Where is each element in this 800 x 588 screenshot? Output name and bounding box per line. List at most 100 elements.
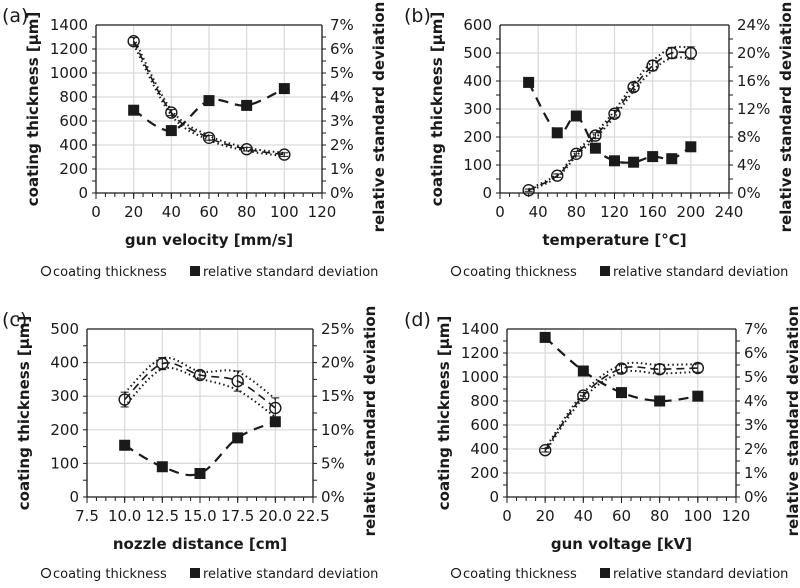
- y-tick-label: 400: [59, 136, 88, 154]
- y2-tick-label: 15%: [321, 387, 354, 405]
- panel-label: (a): [2, 5, 28, 27]
- legend-label-thickness: coating thickness: [53, 567, 167, 582]
- rsd-point: [609, 155, 620, 167]
- thickness-point: [193, 368, 207, 382]
- legend-circle-icon: [40, 567, 52, 579]
- y2-axis-label: relative standard deviation: [370, 2, 388, 233]
- y2-tick-label: 12%: [737, 100, 770, 118]
- y-tick-label: 1200: [50, 40, 88, 58]
- thickness-lower-band: [132, 43, 285, 158]
- y-tick-label: 500: [463, 44, 492, 62]
- y-tick-label: 0: [482, 184, 492, 202]
- thickness-point: [231, 374, 244, 388]
- rsd-point: [523, 76, 535, 88]
- y2-tick-label: 24%: [737, 16, 770, 34]
- legend-label-rsd: relative standard deviation: [203, 567, 378, 582]
- rsd-point: [232, 432, 244, 444]
- y-tick-label: 1000: [50, 64, 88, 82]
- y-tick-label: 400: [50, 354, 79, 372]
- legend-square-icon: [190, 568, 200, 578]
- y2-tick-label: 20%: [737, 44, 770, 62]
- rsd-point: [551, 127, 563, 139]
- thickness-point: [538, 444, 552, 457]
- x-tick-label: 0: [91, 203, 101, 221]
- x-tick-label: 60: [612, 507, 631, 525]
- y-tick-label: 1400: [461, 320, 499, 338]
- thickness-point: [589, 129, 602, 142]
- x-tick-label: 100: [684, 507, 713, 525]
- y2-tick-label: 20%: [321, 354, 354, 372]
- y-tick-label: 200: [50, 421, 79, 439]
- x-tick-label: 20: [124, 203, 143, 221]
- legend-label-rsd: relative standard deviation: [613, 265, 788, 280]
- y2-tick-label: 10%: [321, 421, 354, 439]
- y-tick-label: 300: [463, 100, 492, 118]
- y2-tick-label: 2%: [744, 440, 768, 458]
- thickness-point: [608, 107, 621, 120]
- legend-square-icon: [190, 266, 200, 276]
- thickness-point: [691, 361, 705, 375]
- y-tick-label: 0: [489, 488, 499, 506]
- legend-circle-icon: [450, 265, 462, 277]
- chart-panel-c: (c) 7.5 10.0 12.5 15.0 17.5 20.0 22.5 0 100 200 300…: [2, 306, 379, 582]
- y2-tick-label: 5%: [744, 368, 768, 386]
- y2-tick-label: 0%: [744, 488, 768, 506]
- y-tick-label: 800: [59, 88, 88, 106]
- y-tick-label: 300: [50, 387, 79, 405]
- rsd-point: [692, 390, 704, 402]
- x-tick-label: 240: [715, 203, 744, 221]
- x-tick-label: 120: [600, 203, 629, 221]
- x-tick-label: 0: [502, 507, 512, 525]
- y2-tick-label: 0%: [330, 184, 354, 202]
- legend: coating thickness relative standard devia…: [450, 265, 788, 280]
- thickness-point: [646, 59, 659, 72]
- y-tick-label: 1200: [461, 344, 499, 362]
- panel-label: (d): [404, 309, 431, 331]
- x-tick-label: 15.0: [183, 507, 216, 525]
- y-axis-label: coating thickness [µm]: [435, 316, 453, 510]
- x-axis-label: gun voltage [kV]: [551, 535, 692, 553]
- x-tick-label: 40: [574, 507, 593, 525]
- y2-tick-label: 4%: [744, 392, 768, 410]
- legend: coating thickness relative standard devia…: [450, 567, 788, 582]
- rsd-point: [628, 156, 640, 168]
- y-tick-label: 1400: [50, 16, 88, 34]
- legend-label-thickness: coating thickness: [463, 265, 577, 280]
- x-tick-label: 7.5: [75, 507, 99, 525]
- x-tick-label: 20: [536, 507, 555, 525]
- rsd-point: [654, 395, 666, 407]
- thickness-point: [665, 46, 678, 60]
- x-axis-label: temperature [°C]: [542, 231, 686, 249]
- thickness-point: [570, 147, 583, 161]
- y2-tick-label: 0%: [737, 184, 761, 202]
- y-tick-label: 400: [470, 440, 499, 458]
- chart-panel-b: (b) 0 40 80 120 160 200 240 0 100 200 300 400 500 600 0…: [404, 2, 795, 280]
- x-axis-label: gun velocity [mm/s]: [125, 231, 293, 249]
- thickness-point: [127, 35, 140, 48]
- y-tick-label: 100: [50, 454, 79, 472]
- x-tick-label: 40: [529, 203, 548, 221]
- rsd-point: [165, 125, 177, 137]
- x-tick-label: 20.0: [259, 507, 292, 525]
- y2-tick-label: 8%: [737, 128, 761, 146]
- legend-circle-icon: [40, 265, 52, 277]
- y-tick-label: 0: [78, 184, 88, 202]
- rsd-point: [647, 151, 659, 163]
- y-tick-label: 200: [59, 160, 88, 178]
- thickness-point: [269, 401, 282, 415]
- legend-label-thickness: coating thickness: [53, 265, 167, 280]
- y2-tick-label: 5%: [321, 454, 345, 472]
- y-tick-label: 800: [470, 392, 499, 410]
- x-tick-label: 80: [567, 203, 586, 221]
- y2-tick-label: 7%: [744, 320, 768, 338]
- thickness-point: [551, 169, 564, 182]
- rsd-trend-line: [527, 81, 692, 164]
- y-tick-label: 600: [470, 416, 499, 434]
- thickness-point: [202, 131, 216, 145]
- y-axis-label: coating thickness [µm]: [24, 12, 42, 206]
- rsd-point: [119, 439, 131, 451]
- y2-tick-label: 4%: [330, 88, 354, 106]
- thickness-upper-band: [123, 356, 276, 400]
- y2-tick-label: 1%: [330, 160, 354, 178]
- x-tick-label: 120: [308, 203, 337, 221]
